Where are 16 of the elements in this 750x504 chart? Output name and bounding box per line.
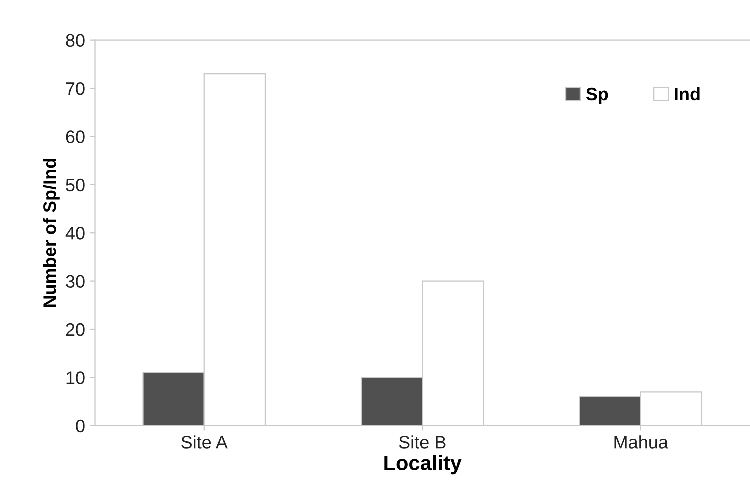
- y-tick-label: 70: [66, 82, 85, 96]
- y-tick-label: 10: [66, 372, 85, 384]
- x-axis-title: Locality: [384, 455, 462, 475]
- y-tick-label: 50: [66, 178, 85, 192]
- y-tick-label: 0: [76, 420, 85, 433]
- y-tick-label: 60: [66, 130, 85, 144]
- legend-label: Ind: [675, 87, 700, 101]
- y-tick-label: 40: [66, 227, 85, 240]
- y-tick-label: 20: [66, 323, 85, 336]
- x-tick-label: Mahua: [614, 436, 668, 449]
- legend-label: Sp: [586, 88, 608, 104]
- y-axis-title: Number of Sp/Ind: [43, 159, 60, 308]
- x-tick-label: Site A: [182, 436, 228, 449]
- y-tick-label: 80: [66, 34, 85, 48]
- x-tick-label: Site B: [399, 436, 446, 449]
- y-tick-label: 30: [66, 275, 85, 288]
